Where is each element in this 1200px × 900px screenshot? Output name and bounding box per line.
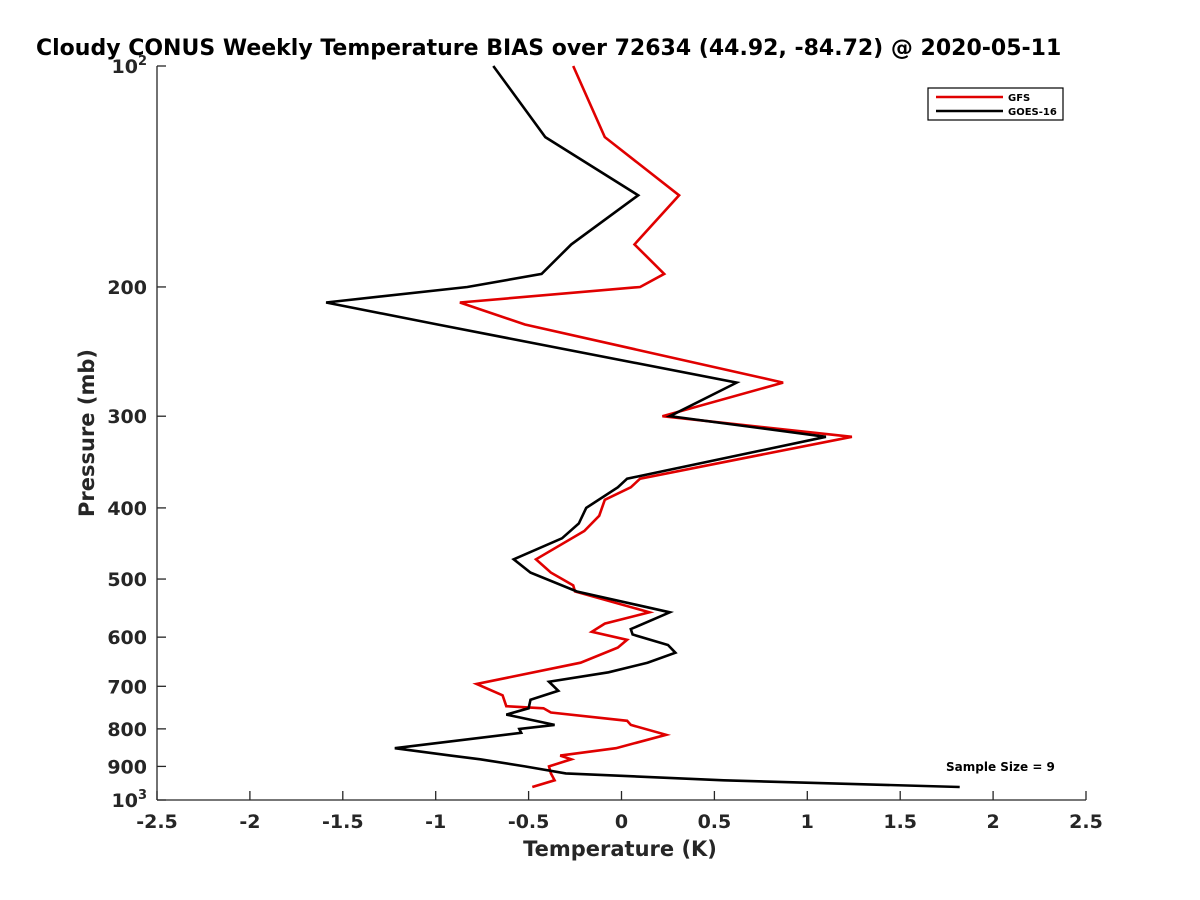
plot-axes xyxy=(156,66,1086,801)
y-axis-label: Pressure (mb) xyxy=(75,349,99,517)
y-tick-label: 900 xyxy=(107,756,147,778)
x-tick-label: 1.5 xyxy=(883,811,917,833)
y-axis-ticks: 102 200 300 400 500 600 700 800 900 103 xyxy=(107,54,166,812)
y-tick-label: 500 xyxy=(107,569,147,591)
series-line-goes16 xyxy=(325,65,960,789)
x-tick-label: -2 xyxy=(239,811,260,833)
legend-box xyxy=(927,87,1064,121)
legend-label-goes16: GOES-16 xyxy=(1008,107,1057,118)
y-tick-label: 600 xyxy=(107,627,147,649)
legend: GFS GOES-16 xyxy=(927,87,1064,121)
y-tick-label: 300 xyxy=(107,406,147,428)
x-tick-label: 0 xyxy=(615,811,628,833)
y-tick-label: 103 xyxy=(112,788,148,812)
sample-size-annotation: Sample Size = 9 xyxy=(946,760,1055,774)
y-tick-label: 400 xyxy=(107,498,147,520)
x-tick-label: 2 xyxy=(986,811,999,833)
legend-label-gfs: GFS xyxy=(1008,93,1030,104)
y-tick-label: 200 xyxy=(107,277,147,299)
x-tick-label: -1.5 xyxy=(322,811,364,833)
y-tick-label: 800 xyxy=(107,719,147,741)
series-lines xyxy=(325,65,960,789)
x-tick-label: -2.5 xyxy=(136,811,178,833)
x-axis-ticks: -2.5 -2 -1.5 -1 -0.5 0 0.5 1 1.5 2 2.5 xyxy=(136,791,1103,833)
x-tick-label: -1 xyxy=(425,811,446,833)
x-tick-label: -0.5 xyxy=(508,811,550,833)
y-tick-label: 102 xyxy=(112,54,148,78)
x-tick-label: 2.5 xyxy=(1069,811,1103,833)
x-axis-label: Temperature (K) xyxy=(523,837,717,861)
series-line-gfs xyxy=(459,65,853,789)
y-tick-label: 700 xyxy=(107,676,147,698)
x-tick-label: 0.5 xyxy=(698,811,732,833)
chart-title: Cloudy CONUS Weekly Temperature BIAS ove… xyxy=(36,36,1061,61)
x-tick-label: 1 xyxy=(801,811,814,833)
